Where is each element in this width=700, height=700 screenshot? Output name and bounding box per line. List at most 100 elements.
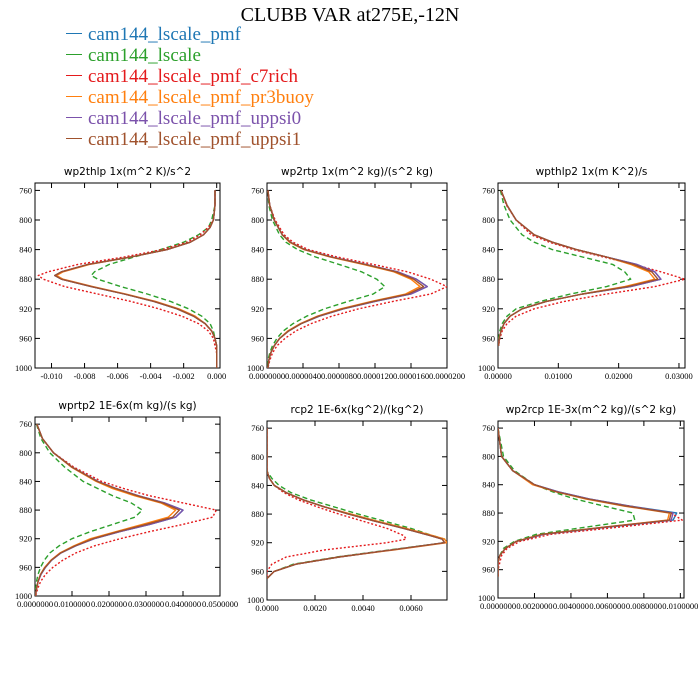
y-tick-label: 800 — [251, 452, 264, 462]
x-tick-label: 0.03000 — [665, 371, 693, 381]
legend-label: cam144_lscale_pmf_uppsi1 — [88, 129, 302, 150]
y-tick-label: 880 — [251, 274, 264, 284]
y-tick-label: 840 — [482, 245, 495, 255]
y-tick-label: 960 — [251, 566, 264, 576]
x-tick-label: 0.0000040 — [285, 371, 321, 381]
x-tick-label: 0.0500000 — [202, 599, 238, 609]
y-tick-label: 920 — [19, 534, 32, 544]
legend-item: cam144_lscale_pmf_uppsi0 — [66, 108, 314, 129]
x-tick-label: 0.0000000 — [17, 599, 53, 609]
series-line — [54, 190, 218, 368]
x-tick-label: 0.0200000 — [91, 599, 127, 609]
series-line — [54, 190, 218, 368]
chart-title: wp2rtp 1x(m^2 kg)/(s^2 kg) — [281, 166, 433, 178]
y-tick-label: 1000 — [247, 595, 264, 605]
series-line — [54, 190, 218, 368]
series-line — [267, 190, 447, 368]
plot-frame — [266, 420, 448, 601]
x-tick-label: 0.0100000 — [662, 601, 698, 611]
plot-frame — [497, 420, 685, 599]
legend-item: cam144_lscale — [66, 45, 314, 66]
chart-panel: wprtp2 1E-6x(m kg)/(s kg) 760 800 840 880 920… — [15, 400, 238, 609]
y-tick-label: 920 — [482, 304, 495, 314]
legend-swatch — [66, 117, 82, 119]
series-line — [35, 423, 177, 596]
series-line — [498, 190, 685, 346]
series-line — [267, 428, 446, 579]
y-tick-label: 880 — [482, 508, 495, 518]
plot-frame — [34, 416, 221, 597]
series-line — [90, 190, 218, 368]
chart-title: wp2rcp 1E-3x(m^2 kg)/(s^2 kg) — [506, 404, 677, 416]
series-line — [498, 427, 636, 577]
legend-label: cam144_lscale_pmf — [88, 24, 242, 45]
series-line — [35, 423, 184, 596]
x-tick-label: 0.0000000 — [480, 601, 516, 611]
y-tick-label: 800 — [482, 451, 495, 461]
y-tick-label: 960 — [482, 565, 495, 575]
y-tick-label: 960 — [19, 562, 32, 572]
x-tick-label: 0.000 — [207, 371, 226, 381]
y-tick-label: 920 — [251, 304, 264, 314]
y-tick-label: 800 — [482, 215, 495, 225]
plot-frame — [34, 182, 221, 369]
legend-label: cam144_lscale_pmf_uppsi0 — [88, 108, 302, 129]
y-tick-label: 920 — [251, 538, 264, 548]
y-tick-label: 760 — [482, 423, 495, 433]
x-tick-label: -0.002 — [173, 371, 195, 381]
y-tick-label: 880 — [482, 274, 495, 284]
legend-swatch — [66, 33, 82, 35]
y-tick-label: 760 — [19, 185, 32, 195]
chart-panel: wpthlp2 1x(m K^2)/s 760 800 840 880 920 960 100… — [478, 166, 693, 381]
x-tick-label: 0.02000 — [605, 371, 633, 381]
x-tick-label: 0.0300000 — [128, 599, 164, 609]
x-tick-label: 0.0000000 — [249, 371, 285, 381]
y-tick-label: 920 — [19, 304, 32, 314]
series-line — [498, 428, 683, 577]
x-tick-label: 0.0040 — [351, 603, 374, 613]
y-tick-label: 920 — [482, 536, 495, 546]
y-tick-label: 760 — [482, 185, 495, 195]
chart-panel: wp2rtp 1x(m^2 kg)/(s^2 kg) 760 800 840 880 92… — [247, 166, 465, 381]
y-tick-label: 840 — [19, 476, 32, 486]
legend-item: cam144_lscale_pmf_pr3buoy — [66, 87, 314, 108]
x-tick-label: 0.0060 — [399, 603, 422, 613]
x-tick-label: 0.0000 — [255, 603, 278, 613]
x-tick-label: 0.0000200 — [429, 371, 465, 381]
y-tick-label: 960 — [251, 333, 264, 343]
series-line — [498, 428, 678, 577]
legend-item: cam144_lscale_pmf — [66, 24, 314, 45]
y-tick-label: 800 — [251, 215, 264, 225]
chart-title: wpthlp2 1x(m K^2)/s — [536, 166, 648, 178]
y-tick-label: 1000 — [15, 591, 32, 601]
legend-label: cam144_lscale — [88, 45, 201, 66]
plot-frame — [266, 182, 448, 369]
x-tick-label: 0.0400000 — [165, 599, 201, 609]
x-tick-label: 0.0000120 — [357, 371, 393, 381]
x-tick-label: -0.010 — [41, 371, 63, 381]
y-tick-label: 1000 — [478, 593, 495, 603]
series-line — [498, 190, 656, 346]
x-tick-label: 0.0000080 — [321, 371, 357, 381]
x-tick-label: 0.00000 — [484, 371, 512, 381]
legend-item: cam144_lscale_pmf_uppsi1 — [66, 129, 314, 150]
x-tick-label: -0.008 — [74, 371, 96, 381]
series-line — [267, 428, 407, 579]
y-tick-label: 880 — [251, 509, 264, 519]
chart-panel: wp2thlp 1x(m^2 K)/s^2 760 800 840 880 920 960 1… — [15, 166, 226, 381]
x-tick-label: 0.01000 — [545, 371, 573, 381]
legend: cam144_lscale_pmf cam144_lscale cam144_l… — [66, 24, 314, 150]
x-tick-label: 0.0000160 — [393, 371, 429, 381]
chart-title: wprtp2 1E-6x(m kg)/(s kg) — [58, 400, 196, 412]
legend-swatch — [66, 96, 82, 98]
y-tick-label: 1000 — [247, 363, 264, 373]
y-tick-label: 1000 — [478, 363, 495, 373]
series-line — [498, 190, 659, 346]
series-line — [498, 190, 662, 346]
series-line — [35, 423, 181, 596]
legend-label: cam144_lscale_pmf_c7rich — [88, 66, 298, 87]
y-tick-label: 840 — [251, 480, 264, 490]
x-tick-label: 0.0080000 — [626, 601, 662, 611]
series-line — [498, 428, 674, 577]
